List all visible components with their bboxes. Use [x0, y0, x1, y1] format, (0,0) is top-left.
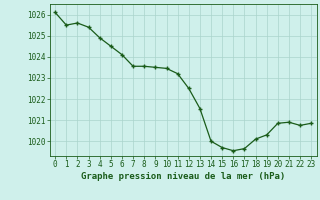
X-axis label: Graphe pression niveau de la mer (hPa): Graphe pression niveau de la mer (hPa): [81, 172, 285, 181]
